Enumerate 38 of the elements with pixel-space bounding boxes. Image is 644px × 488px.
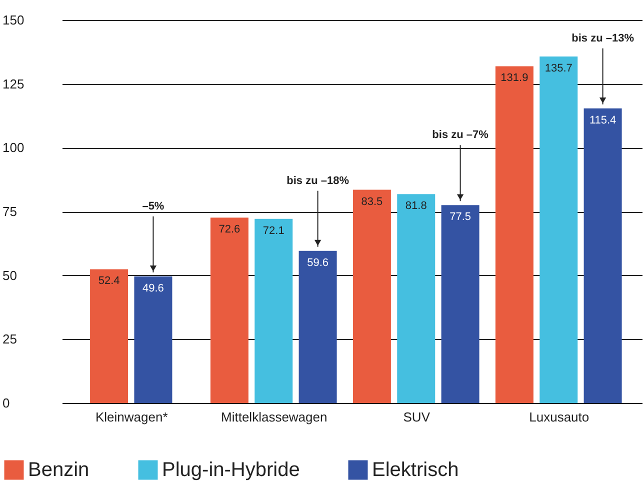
data-label: 81.8 [405, 200, 427, 212]
data-label: 52.4 [98, 275, 120, 288]
y-tick-label: 150 [2, 12, 24, 28]
x-tick-label: Mittelklassewagen [221, 410, 328, 424]
data-label: 131.9 [500, 72, 528, 84]
x-tick-label: Luxusauto [529, 410, 590, 424]
data-label: 72.1 [262, 224, 284, 237]
annotation: bis zu –13% [572, 32, 634, 44]
data-label: 59.6 [307, 256, 329, 269]
data-label: 83.5 [361, 196, 383, 208]
bar [540, 56, 578, 403]
legend-label: Benzin [28, 459, 90, 481]
bar [495, 66, 534, 403]
bar [441, 205, 480, 403]
y-tick-label: 75 [2, 204, 17, 219]
y-tick-label: 125 [2, 76, 24, 92]
bar [210, 218, 248, 403]
y-tick-label: 0 [2, 396, 10, 410]
legend-label: Plug-in-Hybride [162, 459, 300, 481]
data-label: 115.4 [589, 114, 616, 126]
data-label: 77.5 [450, 211, 472, 224]
legend-label: Elektrisch [372, 459, 459, 481]
y-tick-label: 25 [2, 332, 17, 347]
x-tick-label: Kleinwagen* [95, 410, 168, 424]
data-label: 72.6 [218, 224, 240, 236]
y-tick-label: 50 [2, 268, 17, 283]
annotation: –5% [142, 200, 164, 212]
annotation: bis zu –18% [286, 174, 350, 187]
bar [254, 218, 293, 403]
x-tick-label: SUV [403, 410, 430, 424]
bar [352, 190, 391, 403]
bar [584, 108, 622, 403]
data-label: 49.6 [142, 282, 164, 294]
bar [397, 194, 436, 403]
y-tick-label: 100 [2, 140, 24, 156]
annotation: bis zu –7% [432, 129, 489, 142]
bar [298, 250, 337, 403]
data-label: 135.7 [544, 62, 572, 75]
